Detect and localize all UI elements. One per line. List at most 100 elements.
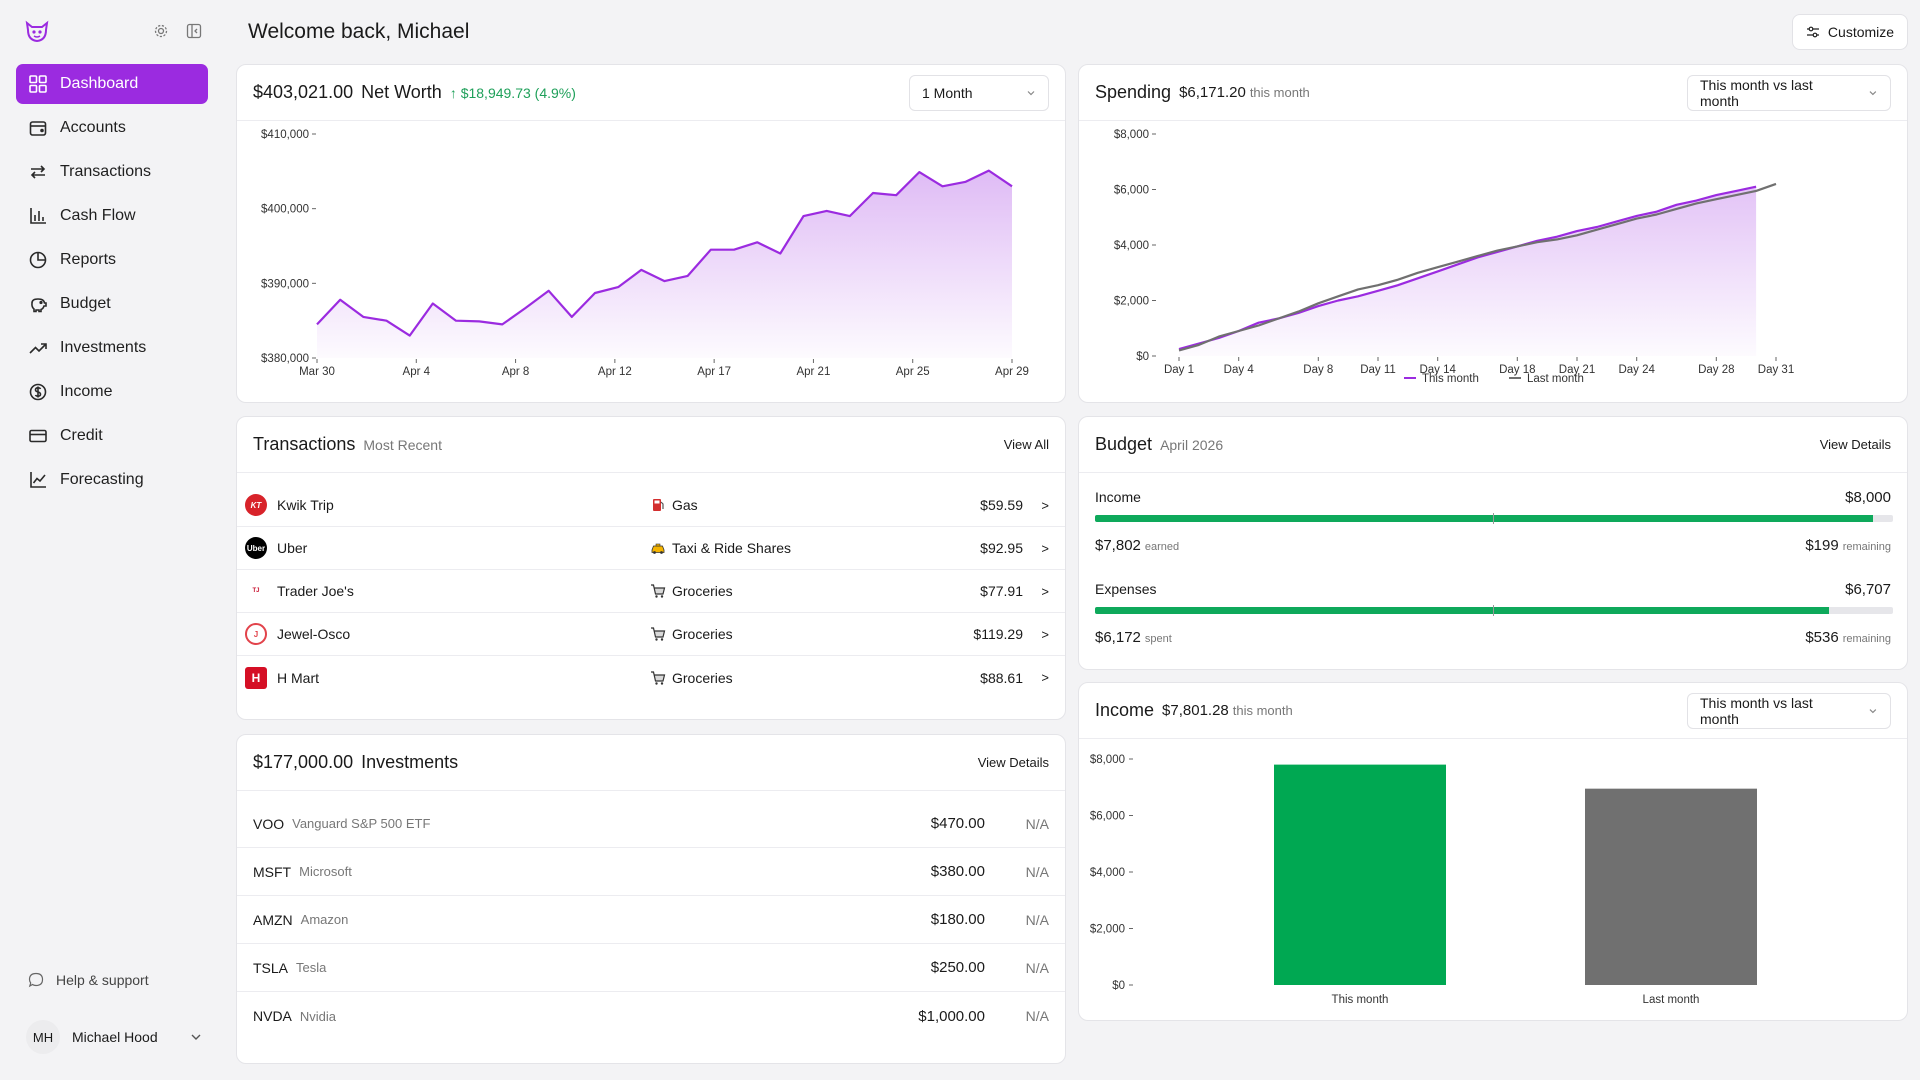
- income-chart: $8,000 $6,000 $4,000 $2,000 $0 This month Last…: [1090, 754, 1757, 1006]
- net-worth-title: Net Worth: [361, 82, 442, 102]
- budget-income-fill: [1095, 515, 1874, 522]
- view-details-link[interactable]: View Details: [977, 755, 1049, 770]
- spending-x-tick-label: Day 8: [1303, 364, 1333, 376]
- spending-amount: $6,171.20: [1179, 84, 1246, 101]
- net-worth-x-tick-label: Apr 21: [796, 366, 830, 378]
- budget-income-label: Income: [1095, 489, 1141, 505]
- logo-icon[interactable]: [24, 20, 50, 44]
- nav-label: Cash Flow: [60, 207, 136, 224]
- merchant-name: Trader Joe's: [277, 583, 354, 599]
- budget-header: Budget April 2026 View Details: [1079, 417, 1907, 473]
- arrows-swap-icon: [30, 165, 46, 179]
- nav-item-credit[interactable]: Credit: [16, 416, 208, 456]
- category-label: Groceries: [672, 669, 733, 686]
- spending-y-tick-label: $8,000: [1114, 129, 1149, 141]
- net-worth-range-select[interactable]: 1 Month: [909, 74, 1049, 111]
- holding-change: N/A: [1025, 911, 1049, 928]
- earned-label: earned: [1144, 541, 1180, 553]
- chevron-down-icon: [191, 1034, 201, 1040]
- transaction-row[interactable]: KT Kwik Trip Gas $59.59 >: [237, 484, 1065, 527]
- ticker: TSLA: [253, 959, 289, 976]
- income-card: Income $7,801.28 this month This month v…: [1078, 682, 1908, 1021]
- income-header: Income $7,801.28 this month This month v…: [1079, 683, 1907, 739]
- transaction-row[interactable]: TJ Trader Joe's Groceries $77.91 >: [237, 570, 1065, 613]
- spending-range-select[interactable]: This month vs last month: [1687, 74, 1891, 111]
- avatar: MH: [26, 1020, 60, 1054]
- net-worth-x-tick-label: Mar 30: [299, 366, 335, 378]
- merchant-name: Uber: [277, 540, 308, 556]
- investment-row[interactable]: NVDA Nvidia $1,000.00 N/A: [237, 992, 1065, 1040]
- spending-y-tick-label: $0: [1136, 351, 1149, 363]
- nav-item-forecasting[interactable]: Forecasting: [16, 460, 208, 500]
- fuel-pump-icon: [653, 499, 664, 511]
- net-worth-amount: $403,021.00: [253, 82, 354, 102]
- budget-expenses-remaining: $536 remaining: [1805, 629, 1891, 646]
- cart-icon: [651, 627, 666, 641]
- nav-item-dashboard[interactable]: Dashboard: [16, 64, 208, 104]
- collapse-sidebar-icon[interactable]: [186, 23, 202, 39]
- remaining-value: $199: [1805, 537, 1839, 554]
- taxi-icon: [651, 543, 665, 554]
- nav-label: Income: [60, 383, 113, 400]
- transaction-row[interactable]: Uber Uber Taxi & Ride Shares $92.95 >: [237, 527, 1065, 570]
- budget-body: Income $8,000 $7,802 earned $199 remaining…: [1079, 473, 1907, 669]
- spent-label: spent: [1144, 633, 1172, 645]
- nav-item-transactions[interactable]: Transactions: [16, 152, 208, 192]
- transactions-header: Transactions Most Recent View All: [237, 417, 1065, 473]
- net-worth-x-tick-label: Apr 4: [403, 366, 431, 378]
- chevron-down-icon: [1869, 708, 1877, 713]
- nav-label: Credit: [60, 427, 103, 444]
- budget-expenses-tick: [1493, 605, 1494, 616]
- transaction-amount: $119.29: [973, 626, 1023, 642]
- transaction-row[interactable]: H H Mart Groceries $88.61 >: [237, 656, 1065, 699]
- transaction-amount: $92.95: [980, 540, 1023, 556]
- settings-gear-icon[interactable]: [153, 23, 169, 39]
- user-menu[interactable]: MH Michael Hood: [26, 1020, 202, 1054]
- remaining-value: $536: [1805, 629, 1839, 646]
- nav-item-budget[interactable]: Budget: [16, 284, 208, 324]
- nav-label: Transactions: [60, 163, 151, 180]
- nav-item-reports[interactable]: Reports: [16, 240, 208, 280]
- investment-row[interactable]: VOO Vanguard S&P 500 ETF $470.00 N/A: [237, 800, 1065, 848]
- help-support-link[interactable]: Help & support: [28, 972, 149, 988]
- transaction-row[interactable]: J Jewel-Osco Groceries $119.29 >: [237, 613, 1065, 656]
- remaining-label: remaining: [1842, 541, 1891, 553]
- net-worth-header: $403,021.00 Net Worth ↑ $18,949.73 (4.9%…: [237, 65, 1065, 121]
- investment-row[interactable]: AMZN Amazon $180.00 N/A: [237, 896, 1065, 944]
- credit-card-icon: [29, 429, 47, 443]
- view-details-link[interactable]: View Details: [1819, 437, 1891, 452]
- chat-bubble-icon: [28, 972, 44, 988]
- ticker: AMZN: [253, 911, 293, 928]
- category-label: Gas: [672, 497, 698, 513]
- ticker: VOO: [253, 815, 285, 832]
- net-worth-change: ↑ $18,949.73 (4.9%): [449, 84, 576, 101]
- investment-row[interactable]: MSFT Microsoft $380.00 N/A: [237, 848, 1065, 896]
- nav-item-investments[interactable]: Investments: [16, 328, 208, 368]
- nav-item-cash-flow[interactable]: Cash Flow: [16, 196, 208, 236]
- spending-title: Spending: [1095, 82, 1172, 102]
- row-arrow-icon: >: [1041, 583, 1049, 599]
- net-worth-x-tick-label: Apr 25: [896, 366, 930, 378]
- net-worth-line: [316, 169, 1013, 337]
- net-worth-x-tick-label: Apr 12: [598, 366, 632, 378]
- holding-value: $250.00: [930, 959, 985, 976]
- nav-item-accounts[interactable]: Accounts: [16, 108, 208, 148]
- income-sub: this month: [1232, 703, 1293, 718]
- spending-area: [1179, 186, 1757, 356]
- income-range-select[interactable]: This month vs last month: [1687, 692, 1891, 729]
- nav-item-income[interactable]: Income: [16, 372, 208, 412]
- income-amount: $7,801.28: [1162, 702, 1229, 719]
- budget-income-tick: [1493, 513, 1494, 524]
- budget-card: Budget April 2026 View Details Income $8…: [1078, 416, 1908, 670]
- ticker: NVDA: [253, 1008, 292, 1024]
- merchant-logo-icon: J: [245, 623, 267, 645]
- investment-row[interactable]: TSLA Tesla $250.00 N/A: [237, 944, 1065, 992]
- customize-button[interactable]: Customize: [1792, 14, 1908, 50]
- income-y-tick-label: $8,000: [1090, 754, 1125, 766]
- income-y-tick-label: $2,000: [1090, 924, 1125, 936]
- net-worth-x-tick-label: Apr 8: [502, 366, 529, 378]
- view-all-link[interactable]: View All: [1003, 437, 1049, 452]
- holding-name: Nvidia: [299, 1008, 337, 1024]
- row-arrow-icon: >: [1041, 626, 1049, 642]
- row-arrow-icon: >: [1041, 670, 1049, 685]
